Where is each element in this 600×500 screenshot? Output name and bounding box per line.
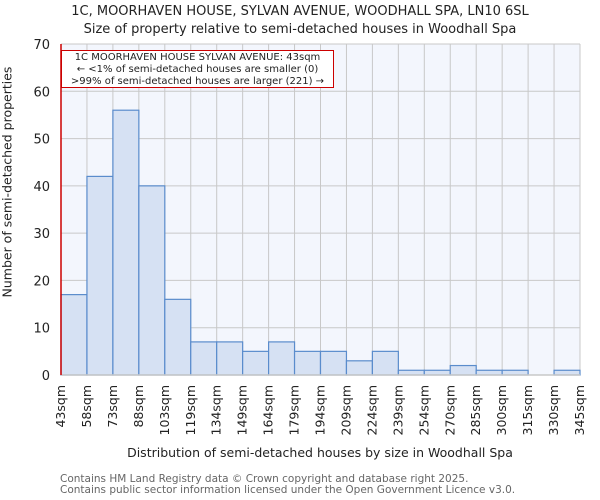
x-tick-label: 179sqm — [287, 385, 302, 435]
histogram-bar — [216, 341, 244, 376]
x-tick-label: 239sqm — [390, 385, 405, 435]
y-tick-label: 60 — [33, 85, 50, 100]
x-axis-label: Distribution of semi-detached houses by … — [127, 445, 513, 460]
y-tick-label: 10 — [33, 322, 50, 337]
histogram-bar — [449, 364, 477, 376]
annotation-line-1: 1C MOORHAVEN HOUSE SYLVAN AVENUE: 43sqm — [74, 52, 321, 63]
chart-subtitle: Size of property relative to semi-detach… — [83, 22, 517, 37]
x-tick-label: 330sqm — [546, 385, 561, 435]
x-tick-label: 43sqm — [53, 385, 68, 428]
footer-copyright: Contains HM Land Registry data © Crown c… — [60, 473, 469, 485]
x-tick-label: 209sqm — [338, 385, 353, 435]
x-tick-label: 345sqm — [572, 385, 587, 435]
histogram-bar — [371, 350, 399, 376]
histogram-bar — [268, 341, 296, 376]
histogram-bar — [112, 109, 140, 376]
x-tick-label: 164sqm — [261, 385, 276, 435]
x-tick-label: 149sqm — [235, 385, 250, 435]
y-tick-label: 50 — [33, 133, 50, 148]
histogram-bar — [345, 360, 374, 376]
x-tick-label: 103sqm — [157, 385, 172, 435]
annotation-line-3: >99% of semi-detached houses are larger … — [70, 76, 325, 87]
histogram-bar — [60, 294, 88, 376]
histogram-bar — [86, 175, 114, 376]
y-tick-label: 30 — [33, 227, 50, 242]
x-tick-label: 88sqm — [131, 385, 146, 428]
histogram-bar — [190, 341, 218, 376]
x-tick-label: 315sqm — [520, 385, 535, 435]
x-tick-label: 194sqm — [313, 385, 328, 435]
y-tick-label: 70 — [33, 38, 50, 53]
x-tick-label: 224sqm — [364, 385, 379, 435]
x-tick-label: 270sqm — [442, 385, 457, 435]
y-axis-label: Number of semi-detached properties — [0, 66, 15, 298]
histogram-bar — [319, 350, 348, 376]
x-tick-label: 300sqm — [494, 385, 509, 435]
y-tick-label: 0 — [42, 369, 50, 384]
x-tick-label: 58sqm — [79, 385, 94, 428]
property-annotation: 1C MOORHAVEN HOUSE SYLVAN AVENUE: 43sqm … — [61, 50, 334, 88]
x-tick-label: 134sqm — [209, 385, 224, 435]
histogram-bar — [242, 350, 270, 376]
histogram-bar — [164, 298, 192, 376]
y-tick-label: 40 — [33, 180, 50, 195]
histogram-bar — [138, 185, 166, 376]
y-tick-label: 20 — [33, 274, 50, 289]
footer-licence: Contains public sector information licen… — [60, 484, 516, 496]
annotation-line-2: ← <1% of semi-detached houses are smalle… — [76, 64, 319, 75]
chart-title: 1C, MOORHAVEN HOUSE, SYLVAN AVENUE, WOOD… — [71, 4, 529, 19]
x-tick-label: 119sqm — [183, 385, 198, 435]
x-tick-label: 73sqm — [105, 385, 120, 428]
x-tick-label: 285sqm — [468, 385, 483, 435]
x-tick-label: 254sqm — [416, 385, 431, 435]
histogram-bar — [293, 350, 322, 376]
